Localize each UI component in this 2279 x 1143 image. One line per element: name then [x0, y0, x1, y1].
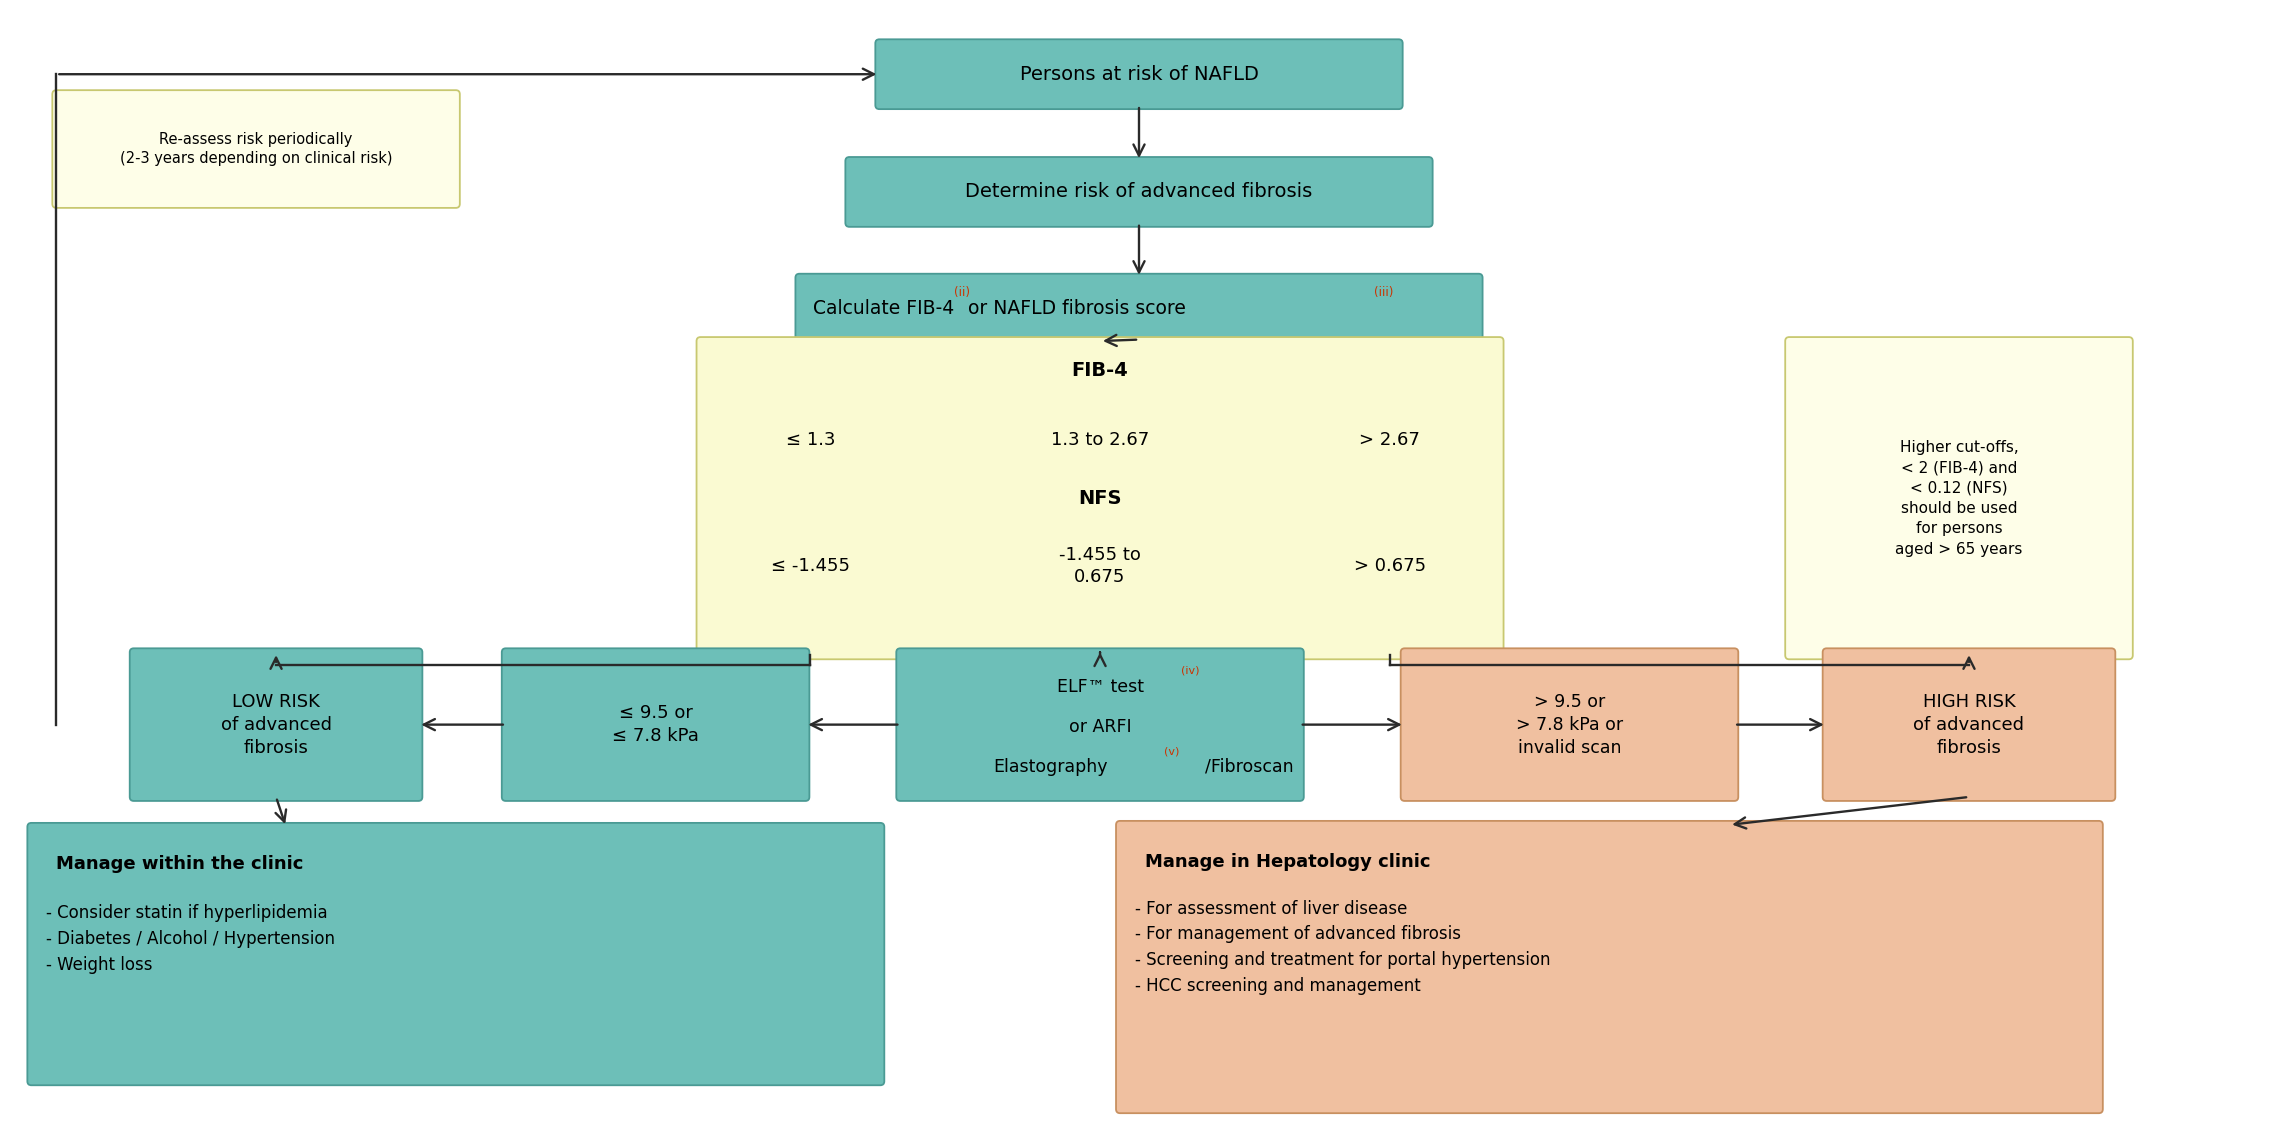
FancyBboxPatch shape — [697, 337, 1504, 660]
Text: HIGH RISK
of advanced
fibrosis: HIGH RISK of advanced fibrosis — [1914, 693, 2024, 757]
FancyBboxPatch shape — [846, 157, 1433, 226]
FancyBboxPatch shape — [52, 90, 460, 208]
Text: Determine risk of advanced fibrosis: Determine risk of advanced fibrosis — [966, 183, 1313, 201]
FancyBboxPatch shape — [27, 823, 884, 1085]
Text: (v): (v) — [1165, 746, 1181, 757]
FancyBboxPatch shape — [795, 273, 1484, 344]
FancyBboxPatch shape — [1117, 821, 2104, 1113]
Text: (iii): (iii) — [1374, 286, 1392, 299]
Text: ≤ 1.3: ≤ 1.3 — [786, 431, 834, 449]
Text: NFS: NFS — [1078, 489, 1121, 507]
Text: (iv): (iv) — [1181, 665, 1199, 676]
FancyBboxPatch shape — [130, 648, 422, 801]
Text: or ARFI: or ARFI — [1069, 718, 1130, 736]
FancyBboxPatch shape — [501, 648, 809, 801]
Text: - For assessment of liver disease
- For management of advanced fibrosis
- Screen: - For assessment of liver disease - For … — [1135, 900, 1550, 994]
Text: - Consider statin if hyperlipidemia
- Diabetes / Alcohol / Hypertension
- Weight: - Consider statin if hyperlipidemia - Di… — [46, 904, 335, 974]
Text: Re-assess risk periodically
(2-3 years depending on clinical risk): Re-assess risk periodically (2-3 years d… — [121, 131, 392, 167]
Text: 1.3 to 2.67: 1.3 to 2.67 — [1051, 431, 1149, 449]
FancyBboxPatch shape — [1823, 648, 2115, 801]
Text: Higher cut-offs,
< 2 (FIB-4) and
< 0.12 (NFS)
should be used
for persons
aged > : Higher cut-offs, < 2 (FIB-4) and < 0.12 … — [1896, 440, 2024, 557]
Text: Elastography: Elastography — [994, 758, 1108, 775]
Text: or NAFLD fibrosis score: or NAFLD fibrosis score — [962, 299, 1185, 318]
Text: ≤ 9.5 or
≤ 7.8 kPa: ≤ 9.5 or ≤ 7.8 kPa — [613, 704, 700, 745]
Text: Manage within the clinic: Manage within the clinic — [57, 855, 303, 873]
Text: ≤ -1.455: ≤ -1.455 — [770, 557, 850, 575]
FancyBboxPatch shape — [896, 648, 1304, 801]
Text: FIB-4: FIB-4 — [1071, 361, 1128, 379]
Text: -1.455 to
0.675: -1.455 to 0.675 — [1060, 545, 1142, 586]
Text: LOW RISK
of advanced
fibrosis: LOW RISK of advanced fibrosis — [221, 693, 330, 757]
Text: (ii): (ii) — [955, 286, 971, 299]
Text: Manage in Hepatology clinic: Manage in Hepatology clinic — [1144, 854, 1431, 871]
Text: > 2.67: > 2.67 — [1358, 431, 1420, 449]
FancyBboxPatch shape — [875, 39, 1402, 109]
Text: Calculate FIB-4: Calculate FIB-4 — [814, 299, 955, 318]
Text: Persons at risk of NAFLD: Persons at risk of NAFLD — [1019, 65, 1258, 83]
Text: /Fibroscan: /Fibroscan — [1206, 758, 1294, 775]
FancyBboxPatch shape — [1402, 648, 1739, 801]
FancyBboxPatch shape — [1784, 337, 2133, 660]
Text: > 0.675: > 0.675 — [1354, 557, 1427, 575]
Text: ELF™ test: ELF™ test — [1057, 678, 1144, 696]
Text: > 9.5 or
> 7.8 kPa or
invalid scan: > 9.5 or > 7.8 kPa or invalid scan — [1516, 693, 1623, 757]
